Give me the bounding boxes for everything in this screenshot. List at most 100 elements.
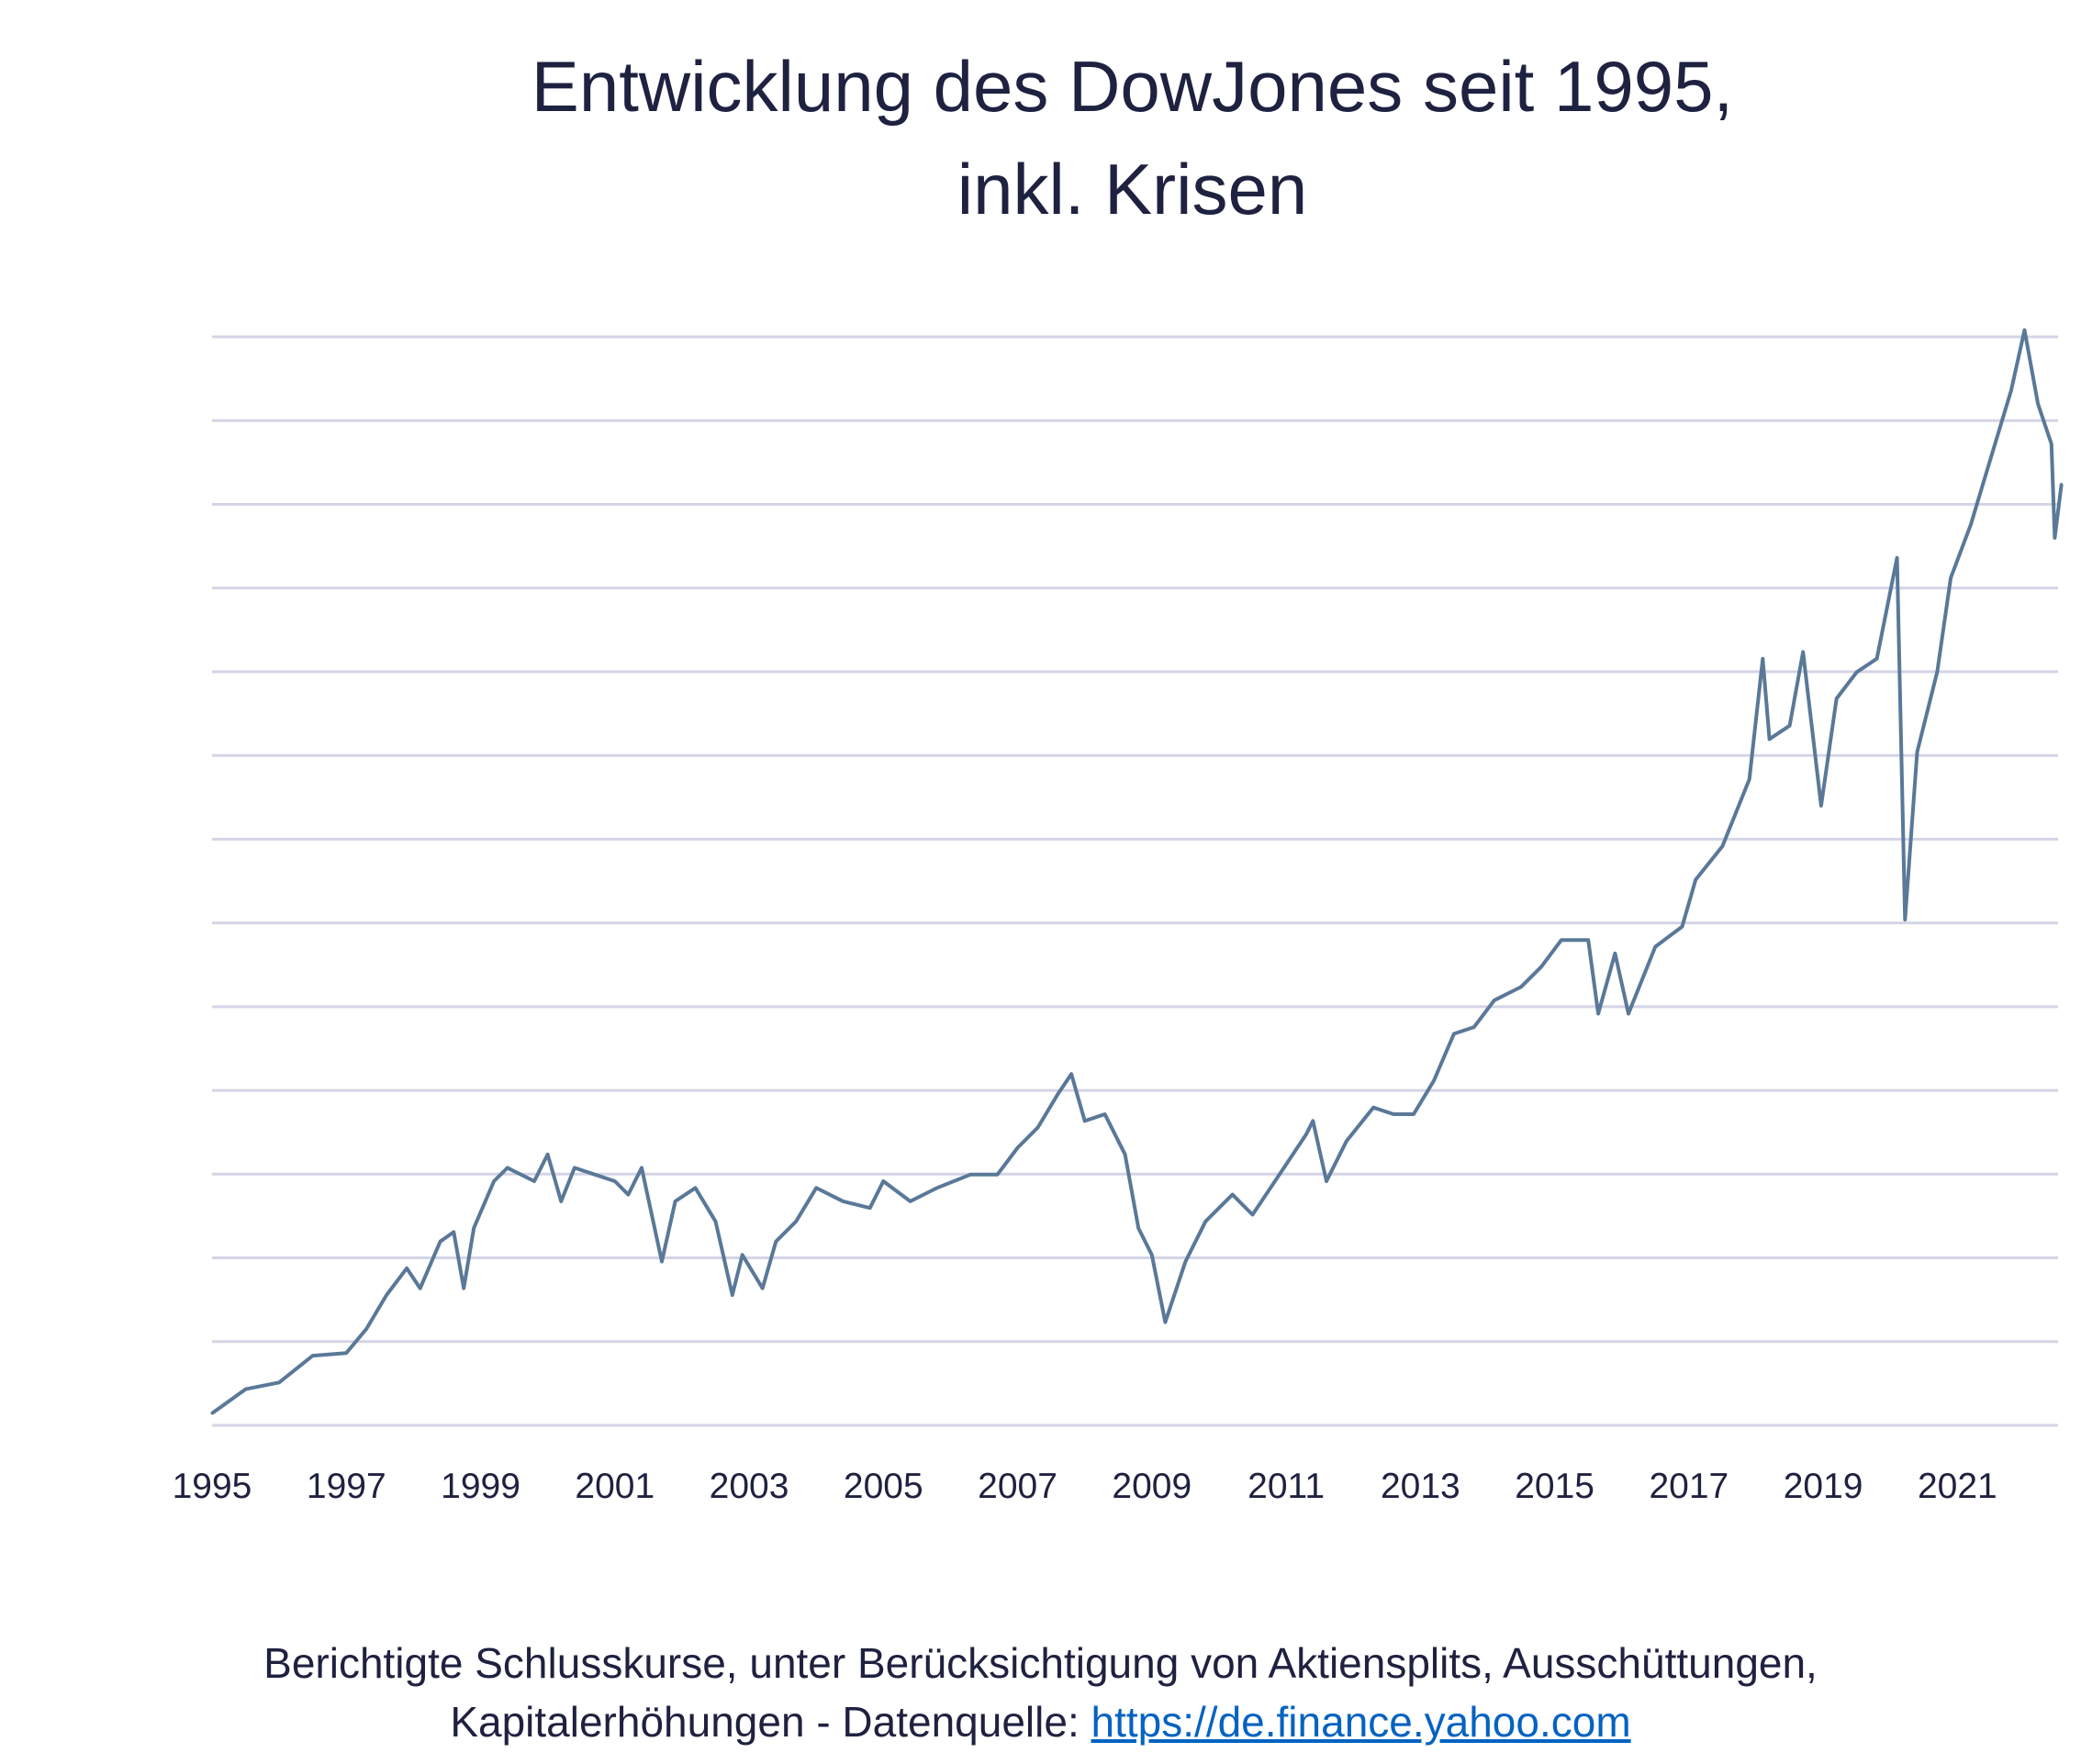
data-point [626, 1193, 630, 1197]
x-tick-label: 2017 [1649, 1467, 1729, 1506]
data-point [1103, 1112, 1107, 1116]
data-point [1203, 1220, 1207, 1223]
data-point [2036, 402, 2040, 406]
data-point [1896, 556, 1899, 560]
data-point [1083, 1119, 1087, 1122]
x-tick-label: 2015 [1515, 1467, 1594, 1506]
data-point [1788, 724, 1792, 728]
source-link[interactable]: https://de.finance.yahoo.com [1091, 1698, 1631, 1746]
data-point [1035, 1126, 1039, 1130]
x-tick-label: 2007 [978, 1467, 1057, 1506]
data-point [462, 1287, 465, 1290]
data-point [1136, 1226, 1140, 1230]
data-point [814, 1186, 818, 1189]
data-point [909, 1200, 912, 1203]
data-point [640, 1166, 643, 1169]
data-point [1627, 1012, 1630, 1016]
data-point [996, 1173, 1000, 1177]
data-point [968, 1173, 972, 1177]
x-tick-label: 2019 [1784, 1467, 1863, 1506]
data-point [1432, 1078, 1436, 1082]
data-point [405, 1267, 408, 1270]
data-point [935, 1186, 939, 1189]
x-tick-label: 2005 [844, 1467, 923, 1506]
data-point [452, 1230, 455, 1234]
data-point [210, 1412, 214, 1415]
data-point [1875, 657, 1879, 661]
data-point [573, 1166, 576, 1169]
data-point [660, 1260, 664, 1264]
data-point [613, 1179, 617, 1183]
data-point [1989, 455, 1993, 459]
data-point [1586, 938, 1590, 942]
data-point [881, 1179, 885, 1183]
data-point [1069, 1072, 1073, 1076]
data-point [741, 1253, 744, 1256]
data-point [1855, 670, 1859, 674]
x-tick-label: 1995 [173, 1467, 252, 1506]
data-point [593, 1173, 597, 1177]
data-point [1694, 878, 1697, 882]
data-point [385, 1293, 388, 1297]
data-point [694, 1186, 698, 1189]
data-point [731, 1293, 734, 1297]
footer-line-1: Berichtigte Schlusskurse, unter Berücksi… [263, 1639, 1818, 1687]
data-point [1493, 999, 1496, 1002]
data-point [1835, 697, 1839, 700]
data-point [1163, 1321, 1167, 1324]
data-point [841, 1200, 845, 1203]
data-point [1560, 938, 1563, 942]
data-point [713, 1220, 717, 1223]
data-point [559, 1200, 563, 1203]
x-tick-label: 2009 [1112, 1467, 1192, 1506]
data-point [1720, 844, 1724, 848]
data-point [1596, 1012, 1600, 1016]
data-point [506, 1166, 509, 1169]
data-point [344, 1351, 348, 1355]
data-point [1801, 650, 1805, 653]
data-point [674, 1200, 677, 1203]
data-point [1124, 1153, 1127, 1156]
data-point [1949, 576, 1952, 580]
data-point [1150, 1253, 1154, 1256]
data-point [2023, 329, 2027, 332]
x-axis-ticks: 1995 1997 1999 2001 2003 2005 2007 2009 2011 2013… [173, 1467, 1997, 1506]
series-lines [210, 328, 2064, 1415]
data-point [311, 1354, 315, 1357]
data-point [761, 1287, 765, 1290]
x-tick-label: 2021 [1918, 1467, 1997, 1506]
data-point [1278, 1173, 1281, 1177]
data-point [244, 1388, 248, 1391]
data-point [1761, 657, 1764, 661]
data-point [1539, 965, 1543, 968]
x-tick-label: 2001 [575, 1467, 655, 1506]
x-tick-label: 2011 [1247, 1467, 1325, 1506]
data-point [1452, 1032, 1456, 1035]
data-point [532, 1179, 536, 1183]
data-point [1311, 1119, 1315, 1122]
chart-title-line-1: Entwicklung des DowJones seit 1995, [531, 46, 1734, 127]
footer-line-2: Kapitalerhöhungen - Datenquelle: [450, 1698, 1091, 1746]
chart-title: Entwicklung des DowJones seit 1995, inkl… [0, 35, 2081, 240]
footer-note: Berichtigte Schlusskurse, unter Berücksi… [0, 1634, 2081, 1751]
data-point [472, 1226, 475, 1230]
data-point [1681, 925, 1684, 929]
data-point [1519, 985, 1523, 988]
data-point [546, 1153, 550, 1156]
data-point [439, 1240, 442, 1244]
series-line [210, 328, 2064, 1415]
data-point [774, 1240, 778, 1244]
data-point [2053, 536, 2056, 540]
data-point [1969, 522, 1973, 526]
data-point [1613, 952, 1617, 955]
x-tick-label: 1999 [441, 1467, 520, 1506]
data-point [364, 1327, 368, 1331]
data-point [1916, 751, 1919, 754]
chart-title-line-2: inkl. Krisen [957, 149, 1308, 229]
data-point [1392, 1112, 1395, 1116]
data-point [1016, 1145, 1020, 1149]
data-point [1345, 1139, 1348, 1143]
x-tick-label: 2003 [710, 1467, 789, 1506]
x-tick-label: 1997 [307, 1467, 386, 1506]
